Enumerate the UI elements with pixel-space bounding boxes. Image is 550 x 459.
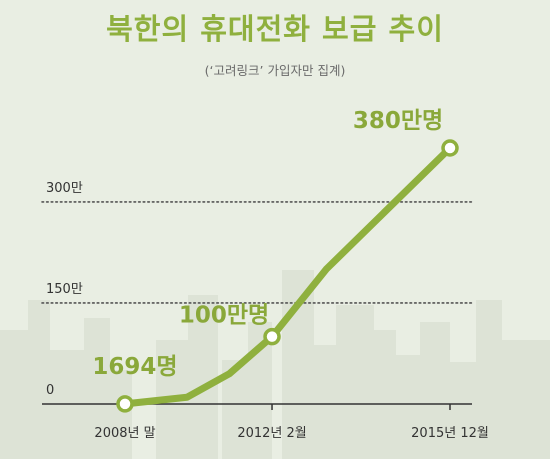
building-14 bbox=[420, 322, 450, 459]
building-0 bbox=[0, 330, 30, 459]
building-4 bbox=[108, 370, 132, 459]
x-axis: 2008년 말 2012년 2월 2015년 12월 bbox=[42, 403, 489, 441]
building-15 bbox=[450, 362, 478, 459]
x-tick-label-2: 2015년 12월 bbox=[411, 426, 489, 441]
y-axis: 0 150만 300만 bbox=[46, 181, 83, 398]
y-tick-label-1: 150만 bbox=[46, 282, 83, 297]
data-label-2: 380만명 bbox=[353, 108, 443, 134]
building-1 bbox=[28, 300, 50, 459]
series-polyline bbox=[121, 144, 454, 408]
building-16 bbox=[476, 300, 502, 459]
y-tick-label-0: 0 bbox=[46, 383, 54, 398]
building-17 bbox=[500, 340, 550, 459]
marker-5 bbox=[441, 139, 459, 157]
x-tick-label-0: 2008년 말 bbox=[94, 426, 155, 441]
data-label-0: 1694명 bbox=[92, 354, 177, 380]
marker-3 bbox=[263, 327, 281, 346]
chart-subtitle: (‘고려링크’ 가입자만 집계) bbox=[204, 63, 346, 78]
y-tick-label-2: 300만 bbox=[46, 181, 83, 196]
building-6 bbox=[188, 295, 218, 459]
city-skyline-background bbox=[0, 270, 550, 459]
series-markers bbox=[116, 139, 459, 413]
building-12 bbox=[372, 330, 396, 459]
x-tick-label-1: 2012년 2월 bbox=[237, 426, 306, 441]
building-10 bbox=[312, 345, 338, 459]
data-label-1: 100만명 bbox=[179, 303, 269, 329]
series-line bbox=[121, 144, 454, 408]
marker-0 bbox=[116, 395, 134, 413]
building-13 bbox=[394, 355, 422, 459]
building-11 bbox=[336, 305, 374, 459]
gridlines bbox=[41, 201, 473, 304]
building-3 bbox=[84, 318, 110, 459]
chart-title: 북한의 휴대전화 보급 추이 bbox=[106, 12, 444, 46]
